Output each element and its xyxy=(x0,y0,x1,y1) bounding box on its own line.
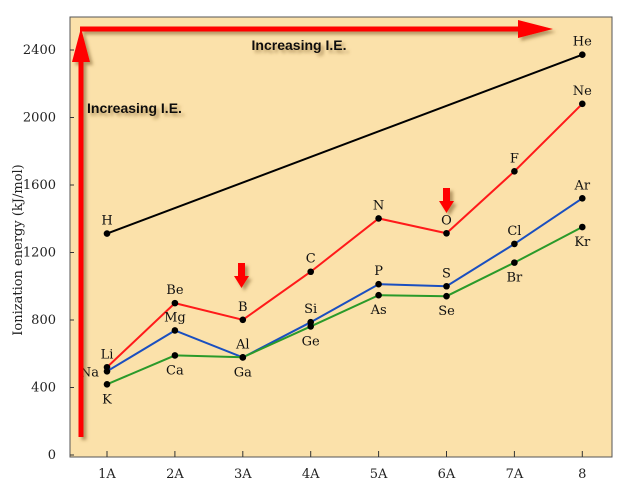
data-point-Br xyxy=(511,259,518,266)
y-tick-label: 800 xyxy=(31,313,56,328)
data-point-K xyxy=(103,380,111,388)
element-label: Ga xyxy=(234,365,252,380)
y-tick-label: 0 xyxy=(48,448,56,463)
element-label: Si xyxy=(304,302,317,317)
x-tick-label: 8 xyxy=(578,467,586,482)
element-label: Li xyxy=(101,347,114,362)
element-label: Kr xyxy=(574,235,591,250)
data-point-H xyxy=(103,230,111,237)
data-point-O xyxy=(443,229,450,237)
element-label: Br xyxy=(507,271,524,286)
data-point-Cl xyxy=(511,240,518,248)
y-tick-label: 2000 xyxy=(23,111,56,126)
x-tick-label: 6A xyxy=(438,467,456,482)
data-point-Na xyxy=(103,368,111,375)
y-tick-label: 1200 xyxy=(23,246,56,261)
element-label: H xyxy=(101,214,112,229)
data-point-As xyxy=(375,291,382,299)
element-label: Ca xyxy=(166,363,184,378)
anomaly-arrow-6A xyxy=(439,188,454,213)
element-label: B xyxy=(238,300,248,315)
x-tick-label: 3A xyxy=(234,467,252,482)
y-axis-label: Ionization energy (kJ/mol) xyxy=(11,164,26,336)
data-point-Ga xyxy=(239,353,247,361)
element-label: Ne xyxy=(573,84,592,99)
y-tick-label: 400 xyxy=(31,381,56,396)
data-point-F xyxy=(511,168,518,175)
x-tick-label: 1A xyxy=(98,467,116,482)
data-point-Mg xyxy=(171,327,179,334)
series-line-1 xyxy=(106,53,583,235)
horizontal-arrow-label: Increasing I.E. xyxy=(252,37,347,53)
data-point-Ar xyxy=(579,195,586,202)
y-tick-label: 2400 xyxy=(23,43,56,58)
element-label: O xyxy=(441,213,452,228)
data-point-Ge xyxy=(307,323,315,330)
element-label: Cl xyxy=(507,224,521,239)
element-label: Mg xyxy=(164,310,186,325)
vertical-arrow-label: Increasing I.E. xyxy=(87,100,182,116)
element-label: Na xyxy=(80,365,99,380)
element-label: Be xyxy=(166,283,184,298)
series-line-4 xyxy=(106,226,583,386)
x-tick-label: 4A xyxy=(302,467,320,482)
element-label: S xyxy=(442,266,451,281)
element-label: Ar xyxy=(573,178,590,193)
element-label: As xyxy=(370,303,387,318)
data-point-Ne xyxy=(579,100,586,108)
element-label: N xyxy=(373,198,384,213)
x-tick-label: 2A xyxy=(166,467,184,482)
element-label: Al xyxy=(235,337,250,352)
data-point-Ca xyxy=(171,352,179,359)
element-label: F xyxy=(510,151,519,166)
x-tick-label: 7A xyxy=(506,467,524,482)
element-label: C xyxy=(306,252,316,267)
element-label: He xyxy=(573,35,592,50)
element-label: Se xyxy=(438,304,455,319)
element-label: K xyxy=(102,392,112,407)
plot-area xyxy=(69,16,613,458)
data-point-B xyxy=(239,316,247,324)
data-point-Be xyxy=(171,299,179,307)
data-point-Kr xyxy=(579,223,586,231)
y-tick-label: 1600 xyxy=(23,178,56,193)
element-label: Ge xyxy=(302,334,320,349)
data-point-He xyxy=(579,51,586,59)
series-line-2 xyxy=(106,103,584,368)
data-point-P xyxy=(375,280,382,288)
series-line-3 xyxy=(106,197,583,373)
anomaly-arrow-3A xyxy=(234,263,249,288)
x-tick-label: 5A xyxy=(370,467,388,482)
horizontal-arrow-head xyxy=(518,20,553,38)
vertical-arrow-head xyxy=(72,28,90,62)
data-point-C xyxy=(307,268,315,276)
data-point-S xyxy=(443,282,450,290)
element-label: P xyxy=(374,264,383,279)
data-point-Se xyxy=(443,292,450,300)
data-point-N xyxy=(375,215,382,222)
